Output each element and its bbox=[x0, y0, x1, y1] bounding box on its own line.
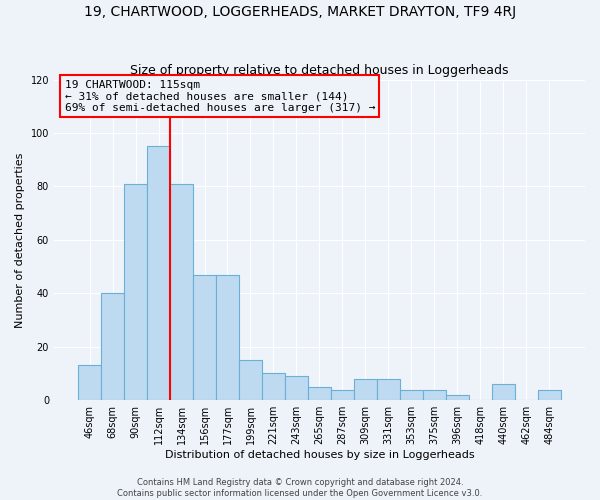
Text: Contains HM Land Registry data © Crown copyright and database right 2024.
Contai: Contains HM Land Registry data © Crown c… bbox=[118, 478, 482, 498]
Bar bbox=[193, 274, 216, 400]
Bar bbox=[216, 274, 239, 400]
Bar bbox=[400, 390, 423, 400]
Bar bbox=[78, 366, 101, 400]
Bar bbox=[147, 146, 170, 400]
Title: Size of property relative to detached houses in Loggerheads: Size of property relative to detached ho… bbox=[130, 64, 509, 77]
Bar bbox=[423, 390, 446, 400]
Bar bbox=[354, 379, 377, 400]
Bar bbox=[170, 184, 193, 400]
Y-axis label: Number of detached properties: Number of detached properties bbox=[15, 152, 25, 328]
Text: 19 CHARTWOOD: 115sqm
← 31% of detached houses are smaller (144)
69% of semi-deta: 19 CHARTWOOD: 115sqm ← 31% of detached h… bbox=[65, 80, 375, 113]
Text: 19, CHARTWOOD, LOGGERHEADS, MARKET DRAYTON, TF9 4RJ: 19, CHARTWOOD, LOGGERHEADS, MARKET DRAYT… bbox=[84, 5, 516, 19]
X-axis label: Distribution of detached houses by size in Loggerheads: Distribution of detached houses by size … bbox=[164, 450, 474, 460]
Bar bbox=[239, 360, 262, 400]
Bar bbox=[492, 384, 515, 400]
Bar bbox=[331, 390, 354, 400]
Bar bbox=[262, 374, 285, 400]
Bar bbox=[285, 376, 308, 400]
Bar bbox=[377, 379, 400, 400]
Bar bbox=[446, 395, 469, 400]
Bar bbox=[538, 390, 561, 400]
Bar bbox=[124, 184, 147, 400]
Bar bbox=[101, 294, 124, 400]
Bar bbox=[308, 387, 331, 400]
